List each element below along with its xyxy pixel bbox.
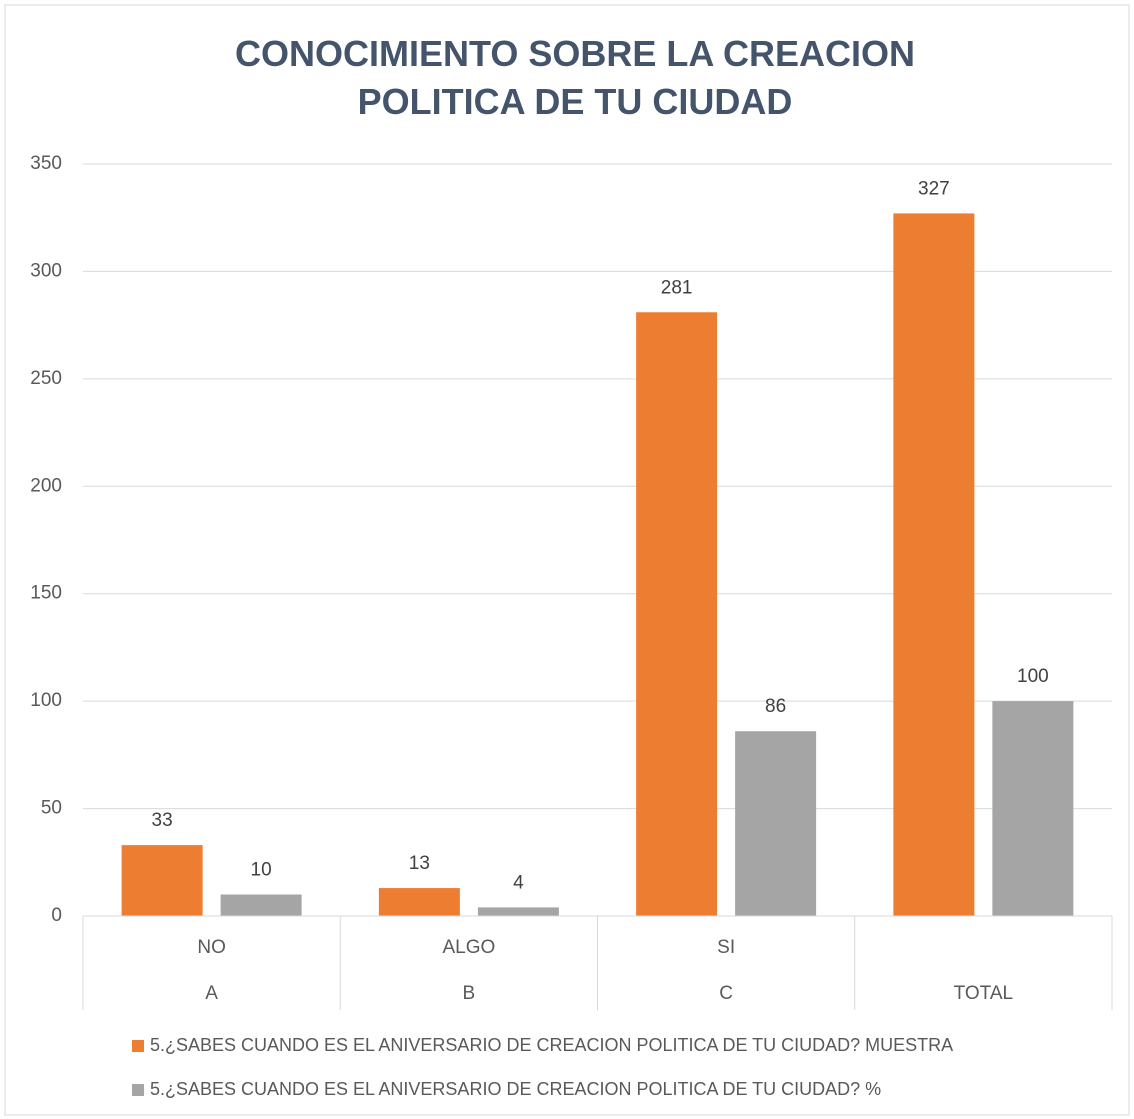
legend-label: 5.¿SABES CUANDO ES EL ANIVERSARIO DE CRE… (150, 1079, 881, 1099)
bar (378, 888, 460, 916)
x-group-label: C (719, 983, 733, 1004)
bar (992, 701, 1074, 916)
data-label: 10 (251, 860, 272, 881)
y-tick-label: 0 (51, 905, 62, 926)
data-label: 13 (409, 853, 430, 874)
x-tick-label: SI (717, 937, 735, 958)
y-tick-label: 300 (30, 260, 62, 281)
y-tick-label: 250 (30, 368, 62, 389)
bar (893, 213, 975, 917)
x-group-label: B (463, 983, 476, 1004)
legend-swatch (132, 1040, 144, 1052)
data-label: 327 (918, 178, 950, 199)
x-group-label: TOTAL (954, 983, 1013, 1004)
y-tick-label: 100 (30, 690, 62, 711)
bar (636, 312, 718, 916)
data-label: 281 (661, 277, 693, 298)
y-tick-label: 200 (30, 475, 62, 496)
bar (477, 907, 559, 916)
data-label: 100 (1017, 666, 1049, 687)
bar (735, 731, 817, 916)
bar (121, 845, 203, 916)
bar (220, 894, 302, 916)
y-tick-label: 150 (30, 583, 62, 604)
chart-title: CONOCIMIENTO SOBRE LA CREACION POLITICA … (234, 33, 916, 122)
x-tick-label: NO (197, 937, 226, 958)
legend-label: 5.¿SABES CUANDO ES EL ANIVERSARIO DE CRE… (150, 1035, 953, 1055)
legend-swatch (132, 1084, 144, 1096)
y-tick-label: 50 (41, 798, 62, 819)
x-tick-label: ALGO (442, 937, 495, 958)
x-group-label: A (205, 983, 218, 1004)
data-label: 86 (765, 696, 786, 717)
data-label: 33 (152, 810, 173, 831)
y-tick-label: 350 (30, 153, 62, 174)
data-label: 4 (513, 872, 524, 893)
